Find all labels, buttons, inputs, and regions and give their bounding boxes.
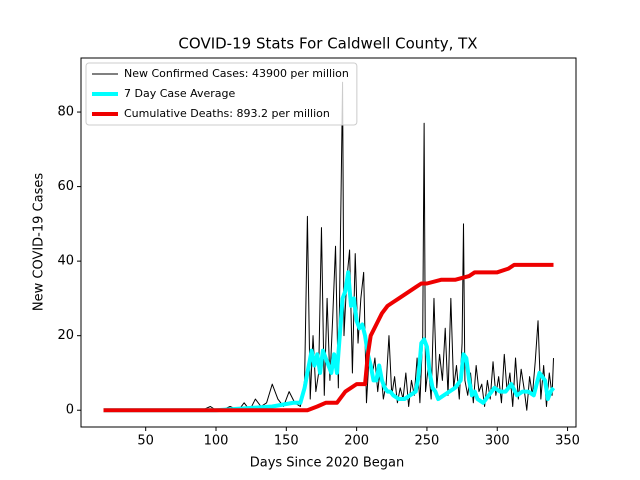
x-tick-label: 350 — [555, 434, 580, 449]
legend-label: 7 Day Case Average — [124, 87, 236, 100]
y-tick-label: 20 — [57, 328, 74, 343]
x-tick-label: 300 — [485, 434, 510, 449]
x-tick-label: 150 — [274, 434, 299, 449]
series-line — [103, 81, 554, 411]
x-tick-label: 50 — [137, 434, 154, 449]
series-line — [103, 262, 554, 413]
x-axis-label: Days Since 2020 Began — [250, 456, 405, 471]
y-tick-label: 60 — [57, 179, 74, 194]
x-tick-label: 250 — [415, 434, 440, 449]
x-tick-label: 200 — [344, 434, 369, 449]
legend-box — [85, 62, 358, 126]
y-axis-label: New COVID-19 Cases — [32, 173, 47, 311]
x-tick-label: 100 — [204, 434, 229, 449]
y-tick-label: 0 — [66, 403, 74, 418]
series-line — [103, 270, 556, 413]
legend-label: New Confirmed Cases: 43900 per million — [124, 67, 349, 80]
chart-title: COVID-19 Stats For Caldwell County, TX — [178, 35, 477, 53]
plot-frame — [80, 57, 577, 428]
y-tick-label: 80 — [57, 105, 74, 120]
y-tick-label: 40 — [57, 254, 74, 269]
legend-label: Cumulative Deaths: 893.2 per million — [124, 107, 330, 120]
